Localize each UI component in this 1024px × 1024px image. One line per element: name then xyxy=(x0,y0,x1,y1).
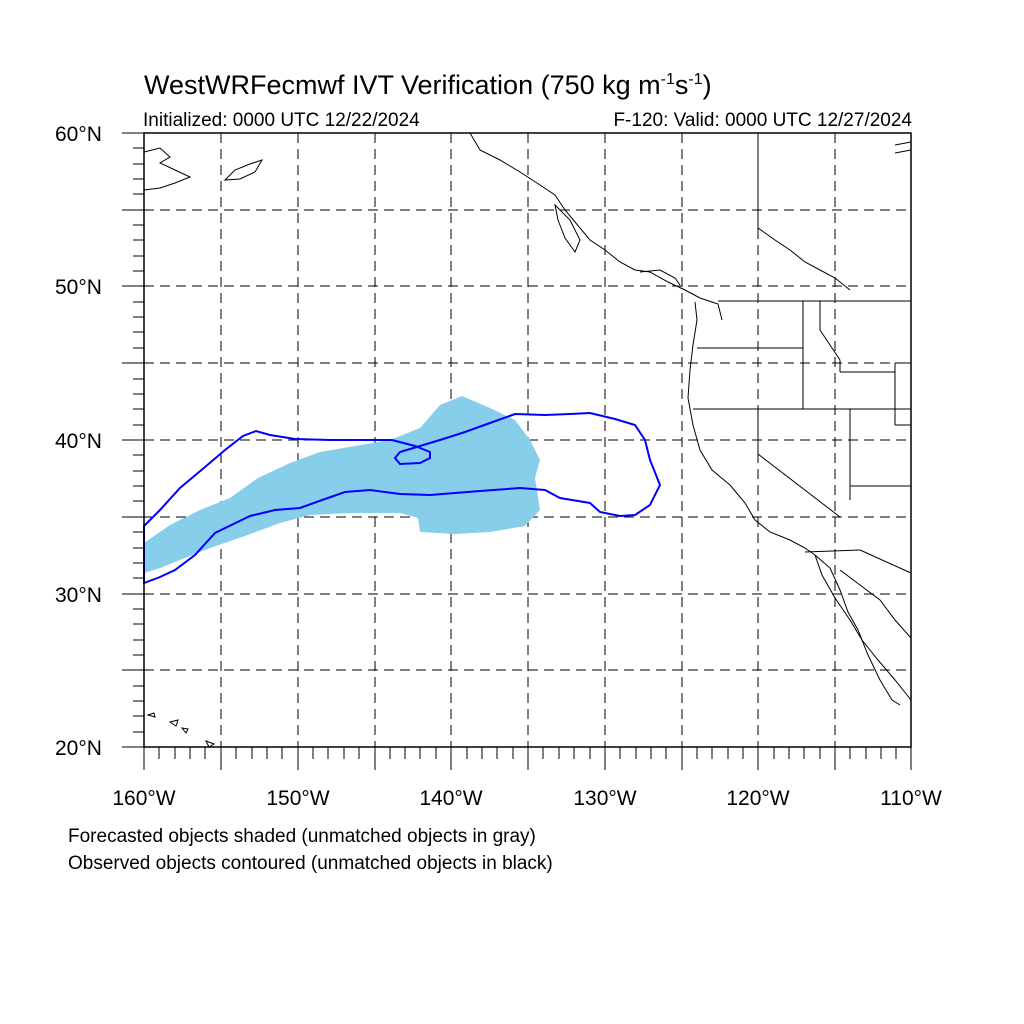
lon-label-130w: 130°W xyxy=(573,787,636,810)
lon-label-150w: 150°W xyxy=(266,787,329,810)
lon-label-110w: 110°W xyxy=(880,787,942,810)
lat-label-20: 20°N xyxy=(55,737,102,760)
map-title: WestWRFecmwf IVT Verification (750 kg m-… xyxy=(144,70,712,100)
lon-label-140w: 140°W xyxy=(419,787,482,810)
tick-marks xyxy=(122,132,912,770)
observed-ivt-contour xyxy=(143,411,662,585)
caption-forecast: Forecasted objects shaded (unmatched obj… xyxy=(68,826,536,847)
lat-label-60: 60°N xyxy=(55,123,102,146)
lon-label-120w: 120°W xyxy=(726,787,789,810)
init-time-label: Initialized: 0000 UTC 12/22/2024 xyxy=(143,110,420,131)
lat-label-40: 40°N xyxy=(55,430,102,453)
lat-label-50: 50°N xyxy=(55,276,102,299)
lat-label-30: 30°N xyxy=(55,584,102,607)
lon-label-160w: 160°W xyxy=(112,787,175,810)
valid-time-label: F-120: Valid: 0000 UTC 12/27/2024 xyxy=(613,110,912,131)
state-boundaries xyxy=(693,133,912,574)
caption-observed: Observed objects contoured (unmatched ob… xyxy=(68,853,553,874)
coastlines xyxy=(143,132,912,748)
